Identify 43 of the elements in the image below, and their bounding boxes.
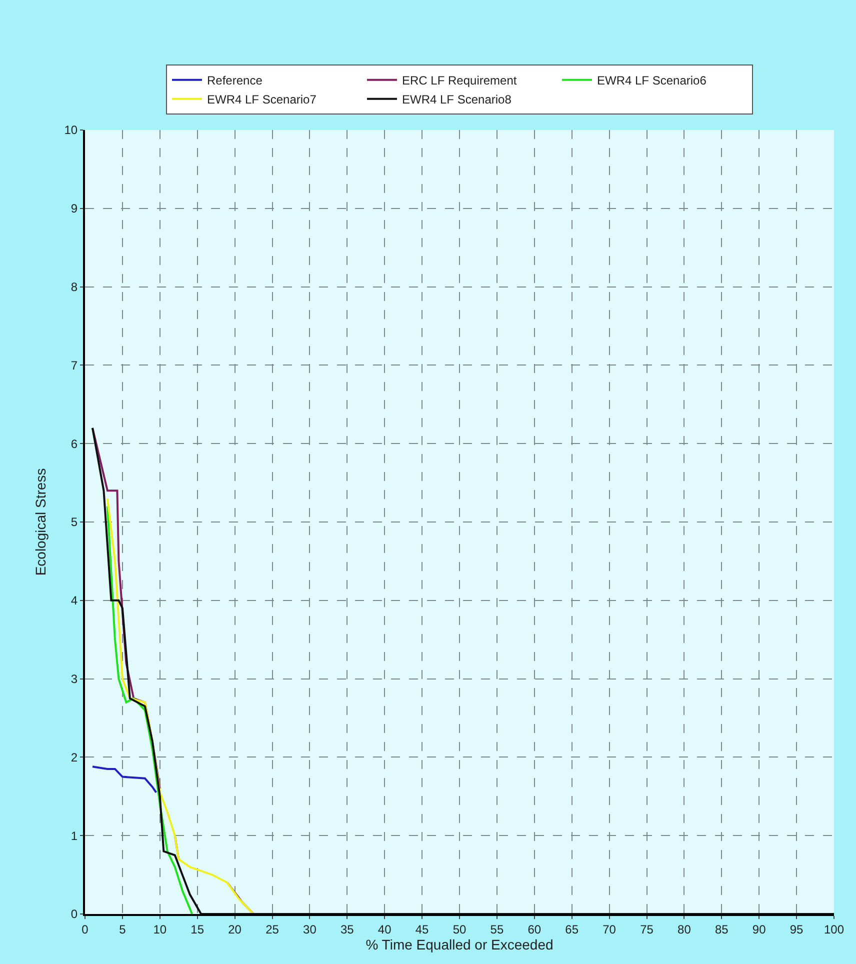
y-tick-label: 4 [70,594,78,608]
x-tick-label: 45 [415,922,430,936]
x-tick-label: 80 [678,922,692,936]
x-tick-label: 85 [714,922,729,936]
x-tick-label: 55 [490,922,504,936]
x-tick-label: 70 [602,922,616,936]
legend-label: EWR4 LF Scenario8 [402,92,512,106]
x-tick-label: 75 [640,922,654,936]
y-tick-label: 7 [70,358,78,372]
x-tick-label: 65 [565,922,579,936]
x-tick-label: 50 [452,922,466,936]
x-tick-label: 40 [378,922,392,936]
legend-label: EWR4 LF Scenario6 [597,74,707,88]
y-tick-label: 9 [70,202,78,216]
line-series [91,766,158,794]
x-axis-title: % Time Equalled or Exceeded [366,936,554,952]
x-tick-label: 0 [82,922,89,936]
x-tick-label: 20 [228,922,242,936]
legend-label: ERC LF Requirement [402,74,518,88]
y-tick-label: 2 [70,750,78,764]
y-tick-label: 5 [70,515,78,530]
legend-label: Reference [207,74,263,88]
line-series [106,497,255,914]
x-tick-label: 30 [303,922,317,936]
x-tick-label: 100 [824,922,844,936]
y-tick-label: 10 [64,123,78,138]
x-tick-label: 10 [153,922,167,936]
line-series [91,426,834,914]
y-tick-label: 8 [70,280,78,294]
y-tick-label: 0 [70,907,78,922]
y-axis-title: Ecological Stress [32,468,48,576]
y-tick-label: 1 [70,828,78,843]
x-tick-label: 15 [190,922,204,936]
y-tick-label: 6 [70,436,78,451]
x-tick-label: 60 [528,922,542,936]
y-tick-label: 3 [70,672,78,686]
x-tick-label: 95 [790,922,804,936]
x-tick-label: 35 [340,922,354,936]
line-series [106,505,194,914]
x-tick-label: 90 [752,922,766,936]
x-tick-label: 5 [119,922,126,936]
legend-label: EWR4 LF Scenario7 [207,92,317,106]
x-tick-label: 25 [266,922,280,936]
